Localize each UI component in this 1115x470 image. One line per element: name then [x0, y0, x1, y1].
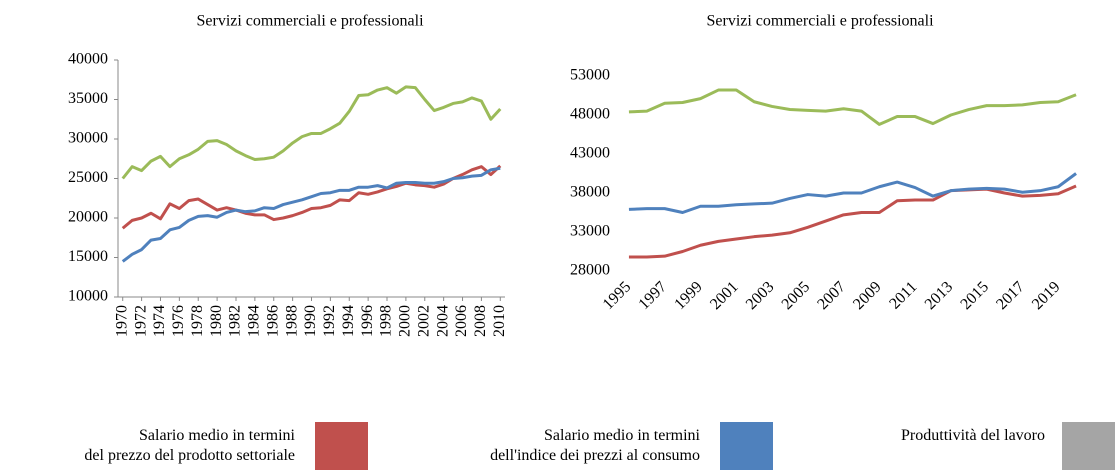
series-line [121, 164, 502, 230]
x-tick-label: 1986 [264, 305, 281, 337]
x-tick-label: 2008 [472, 305, 489, 337]
x-tick-label: 1997 [635, 278, 670, 313]
x-tick-label: 2007 [814, 278, 849, 313]
charts: Servizi commerciali e professionali 10000… [68, 13, 1077, 337]
x-tick-label: 1992 [321, 305, 338, 337]
x-tick-label: 2000 [397, 305, 414, 337]
x-tick-label: 2004 [434, 305, 451, 337]
legend-label: Salario medio in termini dell'indice dei… [490, 427, 700, 464]
y-tick-label: 35000 [68, 90, 108, 107]
x-tick-label: 1996 [359, 305, 376, 337]
x-tick-label: 1984 [246, 305, 263, 337]
x-tick-label: 1994 [340, 305, 357, 337]
legend-swatch [315, 422, 368, 470]
series-line [121, 85, 502, 180]
y-tick-label: 48000 [570, 106, 610, 123]
x-tick-label: 2006 [453, 305, 470, 337]
y-tick-label: 53000 [570, 67, 610, 84]
x-tick-label: 2003 [743, 278, 778, 313]
y-tick-label: 25000 [68, 169, 108, 186]
series-line [628, 172, 1077, 214]
x-tick-label: 1972 [132, 305, 149, 337]
x-tick-label: 1982 [227, 305, 244, 337]
x-tick-label: 2005 [779, 278, 814, 313]
y-tick-label: 10000 [68, 288, 108, 305]
series-line [121, 166, 501, 263]
x-tick-label: 1978 [189, 305, 206, 337]
series-line [628, 184, 1077, 259]
y-tick-label: 30000 [68, 130, 108, 147]
series-line [628, 88, 1077, 126]
legend-label: Produttività del lavoro [901, 427, 1045, 444]
legend-label: Salario medio in termini del prezzo del … [84, 427, 295, 464]
x-tick-label: 2019 [1029, 278, 1064, 313]
y-tick-label: 33000 [570, 223, 610, 240]
x-tick-label: 1998 [378, 305, 395, 337]
chart-title: Servizi commerciali e professionali [706, 13, 934, 30]
x-tick-label: 2015 [957, 278, 992, 313]
x-tick-label: 2002 [415, 305, 432, 337]
y-tick-label: 15000 [68, 248, 108, 265]
y-tick-label: 28000 [570, 262, 610, 279]
y-tick-label: 20000 [68, 209, 108, 226]
x-tick-label: 1976 [170, 305, 187, 337]
chart-title: Servizi commerciali e professionali [196, 13, 424, 30]
x-tick-label: 2013 [922, 278, 957, 313]
y-tick-label: 40000 [68, 51, 108, 68]
x-tick-label: 1990 [302, 305, 319, 337]
x-tick-label: 2011 [886, 278, 920, 312]
x-tick-label: 2010 [491, 305, 508, 337]
x-tick-label: 1999 [671, 278, 706, 313]
x-tick-label: 1970 [113, 305, 130, 337]
legend-swatch [720, 422, 773, 470]
y-tick-label: 38000 [570, 184, 610, 201]
x-tick-label: 2009 [850, 278, 885, 313]
legend-swatch [1062, 422, 1115, 470]
x-tick-label: 2017 [993, 278, 1028, 313]
x-tick-label: 1995 [600, 278, 635, 313]
y-tick-label: 43000 [570, 145, 610, 162]
x-tick-label: 1988 [283, 305, 300, 337]
x-tick-label: 2001 [707, 278, 742, 313]
x-tick-label: 1980 [208, 305, 225, 337]
x-tick-label: 1974 [151, 305, 168, 337]
